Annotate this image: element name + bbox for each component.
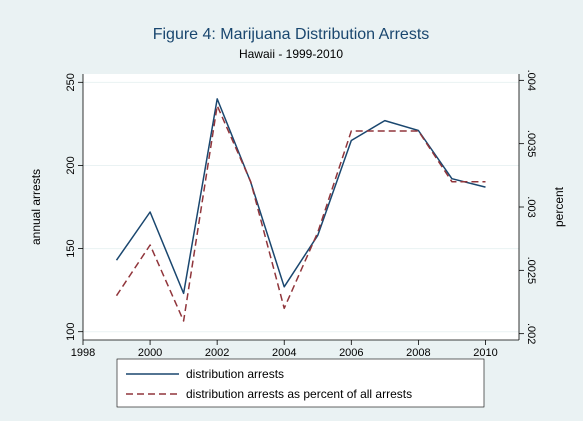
chart-subtitle: Hawaii - 1999-2010	[239, 47, 343, 61]
tick-labels: 1998 2000 2002 2004 2006 2008 2010 100 150 200 250…	[65, 70, 537, 359]
x-tick-label: 2000	[138, 347, 162, 359]
plot-area	[83, 74, 519, 340]
y-left-tick-label: 150	[65, 239, 77, 257]
y-right-tick-label: .004	[525, 70, 537, 91]
y-axis-left-label: annual arrests	[29, 169, 43, 245]
legend-label-percent: distribution arrests as percent of all a…	[186, 387, 412, 401]
y-right-tick-label: .0035	[525, 130, 537, 158]
y-right-tick-label: .002	[525, 323, 537, 344]
gridlines	[83, 81, 519, 333]
x-tick-label: 2004	[272, 347, 296, 359]
x-tick-label: 2006	[339, 347, 363, 359]
legend: distribution arrests distribution arrest…	[116, 358, 485, 408]
y-left-tick-label: 100	[65, 323, 77, 341]
axes	[78, 74, 524, 345]
legend-label-arrests: distribution arrests	[186, 367, 284, 381]
x-tick-label: 2010	[473, 347, 497, 359]
legend-box	[116, 358, 485, 408]
x-tick-label: 2002	[205, 347, 229, 359]
y-left-tick-label: 250	[65, 73, 77, 91]
y-right-tick-label: .003	[525, 196, 537, 217]
y-right-tick-label: .0025	[525, 257, 537, 285]
y-axis-right-label: percent	[552, 186, 566, 227]
series-lines	[115, 98, 486, 322]
chart-title: Figure 4: Marijuana Distribution Arrests	[153, 26, 430, 43]
x-tick-label: 1998	[71, 347, 95, 359]
x-tick-label: 2008	[406, 347, 430, 359]
y-left-tick-label: 200	[65, 156, 77, 174]
series-line-percent-of-all-arrests	[115, 104, 486, 322]
